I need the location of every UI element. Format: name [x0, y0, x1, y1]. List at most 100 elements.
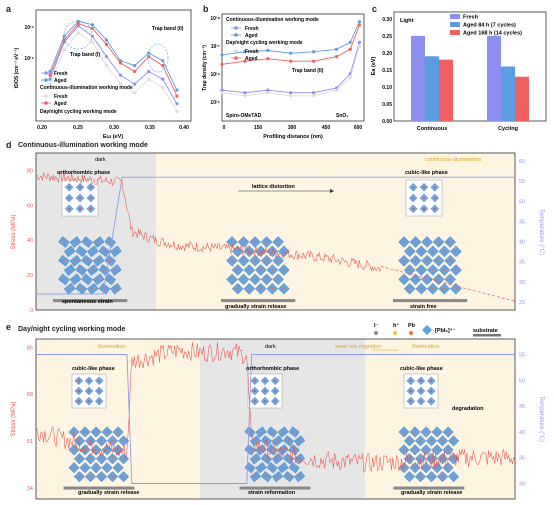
- panel-e-left-cell-pb-2-0: [98, 379, 101, 382]
- panel-e-right-cell-pb-2-2: [430, 400, 433, 403]
- panel-e-mid-cell-pb-2-2: [274, 400, 277, 403]
- panel-d-lattice-mid-pb-3-4: [283, 269, 285, 271]
- panel-d-lattices: [53, 179, 468, 303]
- panel-d-right-cell: [405, 179, 443, 217]
- panel-e-lattice-left-pb-3-2: [100, 457, 103, 460]
- panel-d-lattice-mid-pb-5-4: [283, 287, 285, 290]
- panel-a-ylabel: tDOS (cm⁻³ eV⁻¹): [14, 47, 20, 88]
- panel-e-ytick-left-3: 85: [27, 345, 33, 351]
- panel-a-point-3-1: [62, 38, 66, 42]
- panel-e-lattice-right-pb-1-1: [419, 440, 422, 442]
- panel-e-lattice-mid-pb-1-2: [276, 440, 279, 442]
- panel-e-lattice-right-pb-2-4: [447, 448, 449, 451]
- panel-a-line-0: [49, 25, 178, 105]
- panel-e-lattice-mid-pb-0-0: [249, 431, 251, 433]
- panel-e-lattice-left-pb-4-1: [84, 466, 86, 469]
- panel-e-lattice-right-pb-1-0: [408, 440, 411, 442]
- panel-d-lattice-right-pb-2-3: [437, 259, 440, 262]
- panel-d-lattice-left-pb-5-2: [91, 287, 94, 290]
- legend-substrate: substrate: [473, 328, 498, 334]
- panel-d-lattice-left-pb-2-2: [86, 259, 88, 262]
- panel-e-mid-cell-pb-0-1: [253, 390, 256, 392]
- panel-d-lattice-left-pb-4-3: [97, 278, 100, 281]
- panel-a-point-1-3: [90, 23, 94, 27]
- panel-e-lattice-right-pb-5-2: [430, 475, 433, 478]
- panel-b-xtick-1: 0: [223, 125, 226, 131]
- panel-a-xlabel: Eω (eV): [103, 134, 123, 140]
- panel-d-lattice-mid-pb-5-3: [271, 287, 274, 290]
- panel-e-lattice-mid-pb-2-3: [282, 448, 284, 451]
- panel-b-ytick-3: 10¹⁶: [210, 72, 220, 78]
- panel-a-mode1: Continuous-illumination working mode: [40, 85, 133, 91]
- panel-e-lattice-right-pb-4-4: [447, 466, 449, 469]
- panel-d-illum-region: [156, 153, 515, 310]
- panel-e-ylabel-left: Stress (MPa): [11, 401, 17, 436]
- panel-d-left-cell-pb-1-2: [79, 207, 81, 210]
- panel-d-right-cell-pb-2-2: [433, 207, 436, 210]
- panel-c-ytick-1: 0.05: [382, 102, 392, 108]
- panel-d-lattice-left-substrate: [53, 299, 128, 303]
- panel-d-left-cell: [61, 179, 99, 217]
- panel-a-line-2: [49, 32, 178, 112]
- panel-e-title: Day/night cycling working mode: [18, 326, 126, 333]
- panel-b-point-3-1: [243, 59, 247, 63]
- panel-b-xtick-3: 300: [288, 125, 297, 131]
- panel-b-line-2: [221, 46, 360, 97]
- panel-d-lattice-left-pb-2-3: [97, 259, 100, 262]
- panel-d-lattice-left-pb-0-2: [86, 241, 88, 243]
- panel-e-mid-cell-pb-1-2: [264, 400, 266, 403]
- panel-b-mode1: Continuous-illumination working mode: [226, 17, 319, 23]
- panel-e-lattice-left-pb-1-3: [111, 440, 114, 442]
- panel-e-lattice-right-substrate: [393, 486, 465, 490]
- panel-b-point-2-2: [266, 91, 270, 95]
- panel-e-mid-cell-pb-1-1: [264, 390, 266, 392]
- panel-d-lattice-mid-pb-3-0: [236, 269, 239, 271]
- panel-e-lattice-left-pb-5-4: [122, 475, 125, 478]
- panel-a-point-1-8: [161, 59, 165, 63]
- panel-e-stage3: gradually strain release: [401, 490, 462, 496]
- panel-e-right-cell-pb-0-2: [409, 400, 412, 403]
- panel-e-right-cell: [403, 373, 439, 409]
- panel-d-stress-line: [35, 172, 382, 273]
- panel-e-lattice-left-pb-3-3: [111, 457, 114, 460]
- panel-a-legend-fresh: Fresh: [54, 71, 68, 77]
- panel-e-lattice-mid-pb-5-1: [265, 475, 268, 478]
- panel-c-legend-swatch-2: [450, 30, 460, 35]
- panel-e-mid-cell-pb-2-0: [274, 379, 277, 382]
- panel-d-lattice-mid-pb-3-1: [248, 269, 251, 271]
- panel-e-lattice-right-pb-3-2: [430, 457, 433, 460]
- panel-c-light: Light: [400, 18, 414, 24]
- panel-d-lattice-right-pb-1-1: [420, 250, 423, 253]
- panel-d-lattice-left-pb-4-0: [63, 278, 65, 281]
- panel-d-lattice-mid-pb-2-3: [265, 259, 268, 262]
- panel-c-ylabel: Ea (eV): [371, 57, 377, 76]
- panel-e-stage1: gradually strain release: [78, 490, 139, 496]
- panel-d-lattice-left-pb-3-2: [91, 269, 94, 271]
- panel-b-line-3: [221, 25, 360, 65]
- panel-a-point-3-6: [133, 69, 137, 74]
- panel-d-lattice-right-pb-4-3: [437, 278, 440, 281]
- panel-d-right-cell-pb-0-0: [412, 186, 415, 189]
- panel-d-lattice-mid-substrate: [221, 299, 296, 303]
- panel-e-lattice-mid-pb-4-3: [282, 466, 284, 469]
- panel-e-lattice-right-pb-5-4: [452, 475, 455, 478]
- panel-c-legend-swatch-0: [450, 14, 460, 19]
- panel-e-mid-cell-pb-0-0: [253, 379, 256, 382]
- panel-a-letter: a: [6, 4, 12, 14]
- panel-d-right-cell-pb-1-0: [423, 186, 425, 189]
- panel-d-lattice-left-pb-5-1: [80, 287, 83, 290]
- panel-d-ytick-right-1: 30: [519, 280, 525, 286]
- panel-e-degradation: degradation: [452, 406, 484, 412]
- panel-e-ylabel-right: Temperature (°C): [538, 396, 544, 442]
- panel-a-trap1: Trap band (I): [70, 52, 100, 58]
- panel-e-ytick-right-2: 40: [519, 430, 525, 436]
- panel-e-lattice-left-pb-4-4: [117, 466, 119, 469]
- panel-d-ylabel-right: Temperature (°C): [538, 209, 544, 255]
- panel-b-right-layer: SnO₂: [336, 113, 349, 119]
- panel-e-series: [35, 341, 516, 484]
- panel-d-lattice-right-pb-3-4: [455, 269, 457, 271]
- panel-c-ytick-5: 0.25: [382, 34, 392, 40]
- panel-d-left-cell-pb-2-1: [89, 197, 92, 199]
- panel-a-point-0-4: [104, 54, 109, 59]
- panel-a-trap2: Trap band (II): [152, 26, 184, 32]
